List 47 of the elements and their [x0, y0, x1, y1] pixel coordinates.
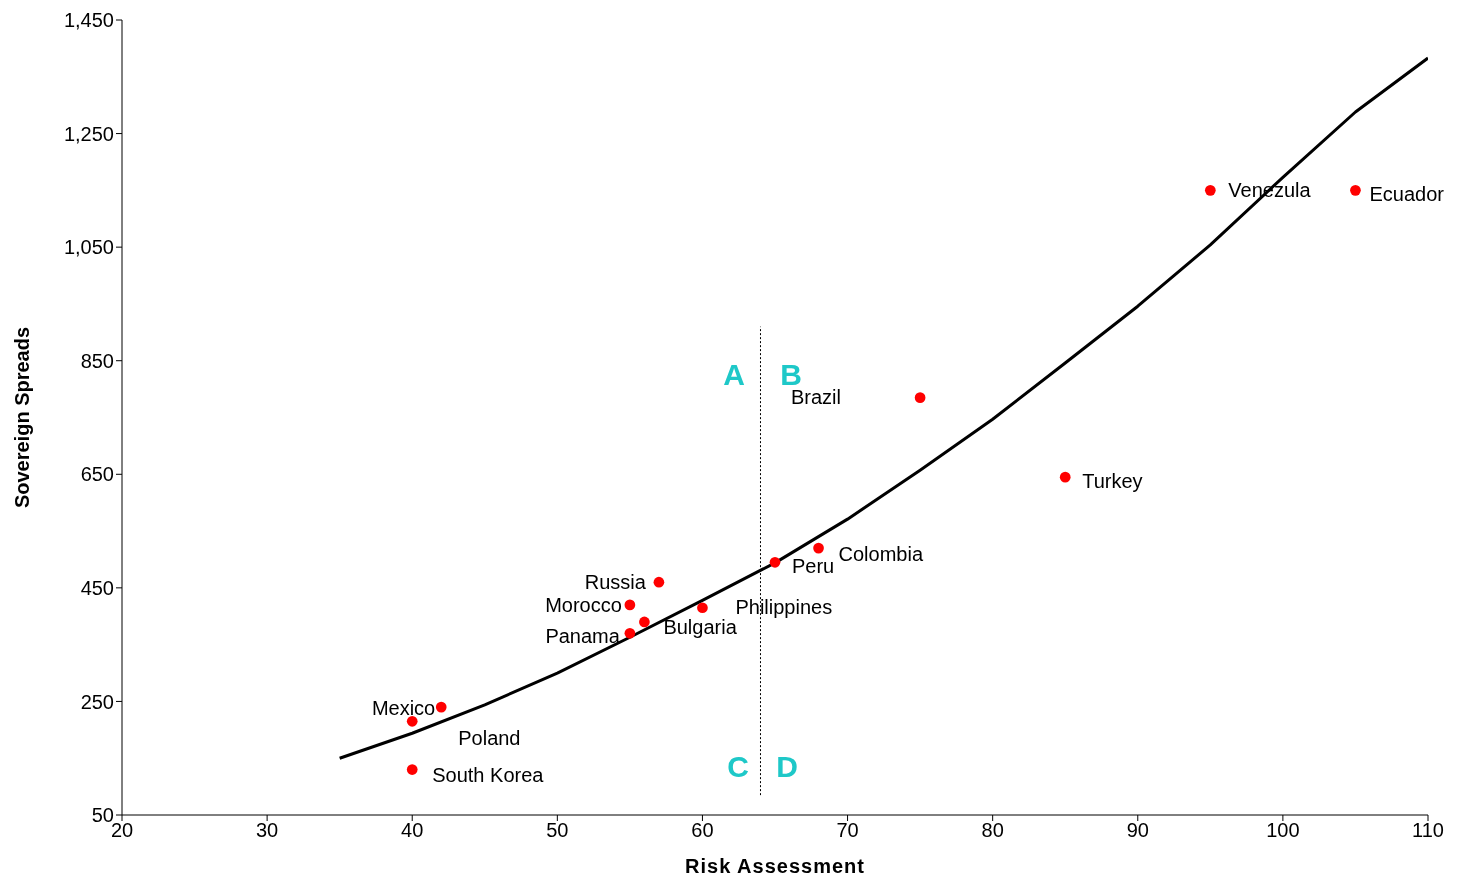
y-axis-title: Sovereign Spreads — [11, 326, 34, 509]
x-tick-label: 90 — [1126, 819, 1149, 842]
annotation: Turkey — [1082, 470, 1143, 493]
x-tick-label: 30 — [255, 819, 279, 842]
annotation: Russia — [584, 571, 647, 594]
y-tick-label: 850 — [80, 349, 114, 372]
point — [1204, 185, 1216, 196]
point — [624, 627, 636, 639]
point — [639, 616, 650, 628]
annotation: Mexico — [371, 697, 436, 720]
y-tick-label: 1,050 — [63, 236, 114, 259]
annotation: Ecuador — [1369, 183, 1445, 206]
annotation: Poland — [458, 727, 521, 750]
annotation: Philippines — [735, 595, 833, 618]
x-axis-title: Risk Assessment — [685, 855, 865, 877]
x-tick-label: 60 — [691, 819, 714, 842]
point — [406, 715, 418, 727]
annotation: Morocco — [545, 593, 622, 616]
x-tick-label: 40 — [401, 819, 424, 842]
y-tick-label: 1,450 — [63, 9, 114, 32]
point — [435, 701, 447, 713]
y-tick-label: 450 — [80, 576, 114, 599]
point — [697, 602, 708, 614]
point — [813, 542, 824, 554]
annotation: Colombia — [838, 543, 924, 566]
x-tick-label: 110 — [1412, 819, 1444, 842]
y-tick-label: 250 — [80, 690, 114, 713]
point — [914, 392, 926, 403]
point — [653, 576, 665, 588]
annotation: South Korea — [432, 763, 545, 786]
y-tick-label: 650 — [80, 463, 114, 486]
annotation: Peru — [792, 555, 835, 578]
y-tick-label: 1,250 — [63, 122, 114, 145]
annotation: Panama — [545, 625, 621, 648]
annotation: A — [723, 358, 745, 392]
x-tick-label: 80 — [981, 819, 1004, 842]
x-tick-label: 70 — [836, 819, 859, 842]
annotation: D — [776, 750, 798, 784]
point — [406, 764, 418, 775]
point — [1350, 185, 1361, 196]
annotation: Bulgaria — [663, 615, 738, 638]
point — [624, 599, 636, 611]
annotation: C — [727, 750, 749, 784]
x-tick-label: 50 — [546, 819, 569, 842]
x-tick-label: 100 — [1266, 819, 1300, 842]
point — [769, 556, 781, 568]
point — [1059, 471, 1071, 483]
